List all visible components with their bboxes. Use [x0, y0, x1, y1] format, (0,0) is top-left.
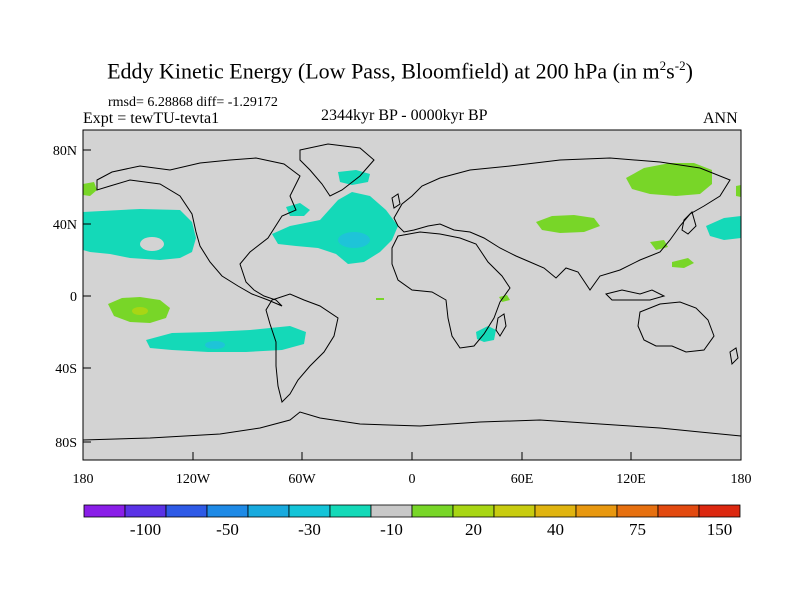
colorbar-label: -30 [298, 520, 321, 539]
coast-north-america [96, 157, 301, 307]
lon-label-0: 0 [409, 472, 416, 487]
lon-label-120w: 120W [176, 472, 211, 487]
title-text-mid: s [666, 58, 675, 84]
anomaly-central-asia [536, 215, 600, 233]
lon-label-60w: 60W [288, 472, 316, 487]
coast-south-america [265, 293, 339, 403]
colorbar-label: 20 [465, 520, 482, 539]
coast-japan [681, 211, 697, 235]
anomaly-philippine-sea [672, 258, 694, 268]
colorbar-labels: -100 -50 -30 -10 20 40 75 150 [130, 520, 732, 539]
coast-eurasia [393, 157, 731, 291]
colorbar-swatch [165, 504, 208, 518]
lon-label-60e: 60E [511, 472, 534, 487]
coast-maritime-continent [605, 289, 666, 301]
anomaly-alaska [83, 182, 97, 196]
colorbar-label: -100 [130, 520, 161, 539]
lat-label-0: 0 [70, 290, 77, 305]
lat-label-80s: 80S [55, 436, 77, 451]
coast-africa [391, 231, 511, 349]
colorbar-swatch [206, 504, 249, 518]
colorbar [83, 504, 741, 518]
coast-madagascar [495, 313, 507, 337]
colorbar-swatch [83, 504, 126, 518]
anomaly-atlantic-speck [376, 298, 384, 300]
colorbar-swatch [247, 504, 290, 518]
anomaly-north-atlantic-core [338, 232, 370, 248]
colorbar-swatch [370, 504, 413, 518]
colorbar-swatch [493, 504, 536, 518]
lat-label-80n: 80N [53, 144, 77, 159]
colorbar-swatch [329, 504, 372, 518]
colorbar-swatch [657, 504, 700, 518]
colorbar-label: 40 [547, 520, 564, 539]
colorbar-label: 150 [707, 520, 733, 539]
colorbar-swatch [616, 504, 659, 518]
coast-antarctica [83, 411, 741, 441]
colorbar-swatch [452, 504, 495, 518]
colorbar-swatch [288, 504, 331, 518]
lon-label-180e: 180 [731, 472, 752, 487]
lat-label-40n: 40N [53, 218, 77, 233]
anomaly-north-pacific [83, 209, 196, 260]
colorbar-swatch [698, 504, 741, 518]
colorbar-label: 75 [629, 520, 646, 539]
colorbar-swatch [124, 504, 167, 518]
anomaly-fields [83, 163, 741, 352]
colorbar-swatch [411, 504, 454, 518]
coastlines [83, 143, 741, 441]
anomaly-alaska-east [736, 185, 741, 197]
lon-label-180w: 180 [73, 472, 94, 487]
anomaly-south-pacific-core [205, 341, 225, 349]
axis-ticks [83, 149, 632, 460]
anomaly-northwest-pacific [706, 216, 741, 240]
title-text-prefix: Eddy Kinetic Energy (Low Pass, Bloomfiel… [107, 58, 660, 84]
stats-line: rmsd= 6.28868 diff= -1.29172 [108, 95, 278, 110]
coast-new-zealand [729, 347, 739, 366]
anomaly-labrador [286, 203, 310, 216]
anomaly-eastern-tropical-pacific-core [132, 307, 148, 315]
colorbar-label: -10 [380, 520, 403, 539]
anomaly-south-pacific [146, 326, 306, 352]
period-label: 2344kyr BP - 0000kyr BP [321, 107, 488, 124]
season-label: ANN [703, 110, 738, 127]
experiment-label: Expt = tewTU-tevta1 [83, 110, 220, 127]
lat-label-40s: 40S [55, 362, 77, 377]
title-superscript-1: 2 [659, 58, 667, 73]
colorbar-swatch [575, 504, 618, 518]
colorbar-label: -50 [216, 520, 239, 539]
chart-title: Eddy Kinetic Energy (Low Pass, Bloomfiel… [0, 58, 800, 84]
coast-greenland [299, 143, 375, 197]
anomaly-north-pacific-hole [140, 237, 164, 251]
colorbar-swatch [534, 504, 577, 518]
title-text-suffix: ) [685, 58, 693, 84]
lon-label-120e: 120E [616, 472, 646, 487]
anomaly-siberia [626, 163, 712, 196]
anomaly-north-atlantic [272, 192, 398, 264]
coast-uk [391, 193, 401, 209]
coast-australia [637, 301, 715, 353]
title-superscript-2: -2 [674, 58, 686, 73]
